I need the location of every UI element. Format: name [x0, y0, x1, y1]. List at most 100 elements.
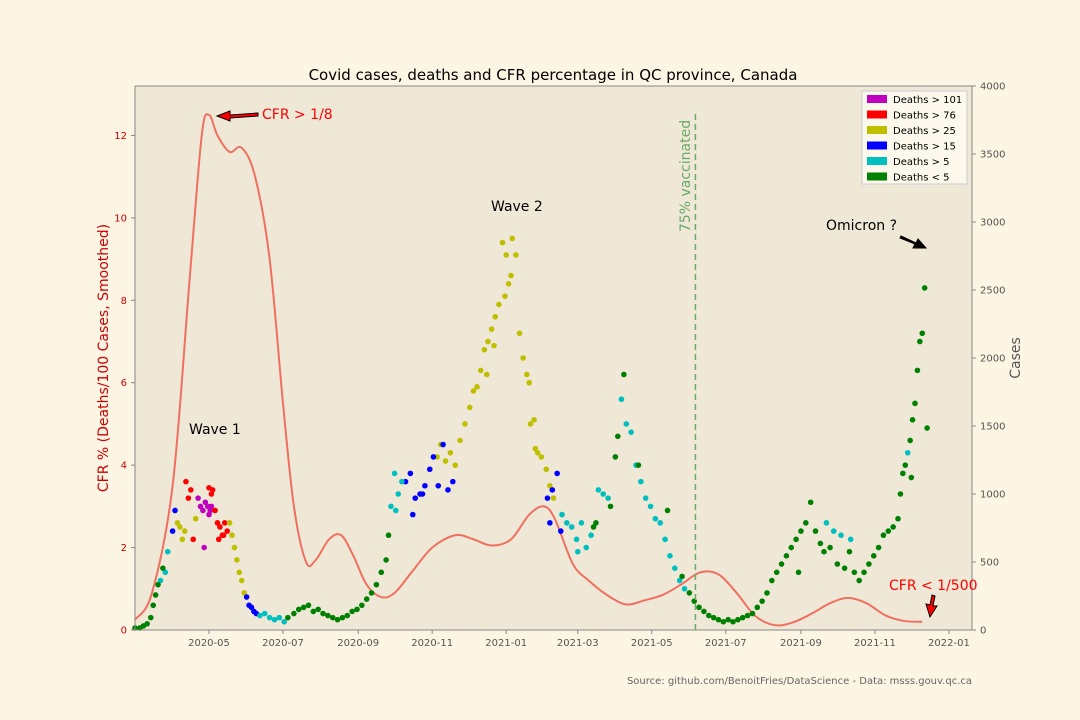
scatter-point: [773, 569, 780, 576]
scatter-point: [912, 400, 918, 407]
scatter-point: [310, 608, 317, 615]
y-left-tick-label: 12: [114, 131, 127, 142]
arrow-cfr-high: [215, 110, 259, 122]
scatter-point: [200, 507, 206, 514]
scatter-point: [285, 614, 291, 621]
scatter-point: [605, 495, 611, 501]
scatter-point: [224, 528, 230, 534]
scatter-point: [329, 614, 336, 621]
scatter-point: [508, 272, 514, 279]
x-tick-label: 2020-11: [411, 638, 453, 649]
scatter-point: [162, 569, 169, 576]
scatter-point: [547, 520, 553, 526]
scatter-point: [803, 520, 809, 526]
scatter-point: [160, 565, 166, 571]
scatter-point: [509, 235, 516, 242]
scatter-point: [817, 540, 824, 547]
source-note: Source: github.com/BenoitFries/DataScien…: [627, 676, 972, 687]
scatter-point: [544, 495, 551, 501]
scatter-point: [450, 478, 456, 485]
scatter-point: [174, 520, 181, 526]
scatter-point: [524, 371, 530, 378]
scatter-point: [652, 515, 659, 522]
scatter-point: [177, 524, 183, 530]
y-right-tick-label: 3000: [980, 218, 1005, 229]
scatter-point: [861, 569, 867, 576]
scatter-point: [917, 338, 923, 345]
scatter-point: [793, 536, 799, 543]
scatter-point: [435, 482, 442, 489]
scatter-point: [657, 520, 664, 526]
scatter-point: [847, 536, 854, 543]
scatter-point: [499, 239, 506, 246]
scatter-point: [359, 602, 365, 609]
scatter-point: [846, 548, 853, 555]
scatter-point: [391, 470, 398, 477]
scatter-point: [628, 429, 634, 435]
scatter-point: [914, 367, 921, 374]
scatter-point: [841, 565, 848, 571]
x-tick-label: 2021-07: [705, 638, 747, 649]
scatter-point: [226, 520, 233, 526]
scatter-point: [681, 585, 688, 592]
scatter-point: [532, 445, 539, 452]
scatter-point: [457, 437, 463, 444]
arrow-cfr-low: [925, 594, 938, 619]
scatter-point: [426, 466, 433, 473]
scatter-point: [798, 528, 804, 534]
scatter-point: [373, 581, 380, 588]
scatter-point: [206, 485, 212, 491]
scatter-point: [215, 536, 222, 543]
scatter-point: [315, 606, 321, 613]
scatter-point: [378, 569, 385, 576]
scatter-point: [181, 528, 188, 534]
x-tick-label: 2020-07: [262, 638, 304, 649]
scatter-point: [470, 388, 477, 394]
scatter-point: [505, 281, 512, 287]
scatter-point: [320, 610, 326, 617]
scatter-point: [568, 524, 575, 530]
scatter-point: [349, 608, 355, 615]
scatter-point: [409, 511, 416, 518]
scatter-point: [549, 487, 556, 493]
scatter-point: [395, 491, 402, 497]
scatter-point: [830, 528, 837, 534]
scatter-point: [701, 608, 707, 615]
scatter-point: [485, 338, 491, 345]
y-right-axis-label: Cases: [1008, 337, 1024, 379]
scatter-point: [638, 478, 644, 485]
legend-label: Deaths > 5: [893, 157, 950, 168]
scatter-point: [593, 520, 599, 526]
scatter-point: [679, 573, 685, 580]
scatter-point: [821, 548, 827, 555]
scatter-point: [266, 614, 273, 621]
scatter-point: [919, 330, 926, 337]
scatter-point: [834, 561, 841, 567]
scatter-point: [147, 614, 154, 621]
scatter-point: [157, 577, 164, 584]
scatter-point: [492, 313, 499, 320]
scatter-point: [169, 528, 176, 534]
scatter-point: [907, 437, 913, 444]
x-tick-label: 2021-05: [631, 638, 673, 649]
scatter-point: [339, 614, 346, 621]
scatter-point: [614, 433, 621, 440]
y-right-tick-label: 0: [980, 626, 986, 637]
scatter-point: [543, 466, 550, 473]
scatter-point: [823, 520, 830, 526]
scatter-point: [481, 346, 488, 353]
scatter-point: [788, 544, 795, 551]
scatter-point: [538, 454, 545, 460]
scatter-point: [144, 621, 150, 627]
scatter-point: [550, 495, 557, 501]
scatter-point: [291, 610, 297, 617]
legend-swatch: [867, 126, 887, 134]
scatter-point: [164, 548, 171, 555]
y-right-tick-label: 2500: [980, 286, 1005, 297]
x-tick-label: 2021-03: [557, 638, 599, 649]
legend-swatch: [867, 95, 887, 103]
scatter-point: [783, 553, 790, 559]
scatter-point: [183, 478, 189, 485]
scatter-point: [900, 470, 906, 477]
scatter-point: [257, 612, 263, 619]
